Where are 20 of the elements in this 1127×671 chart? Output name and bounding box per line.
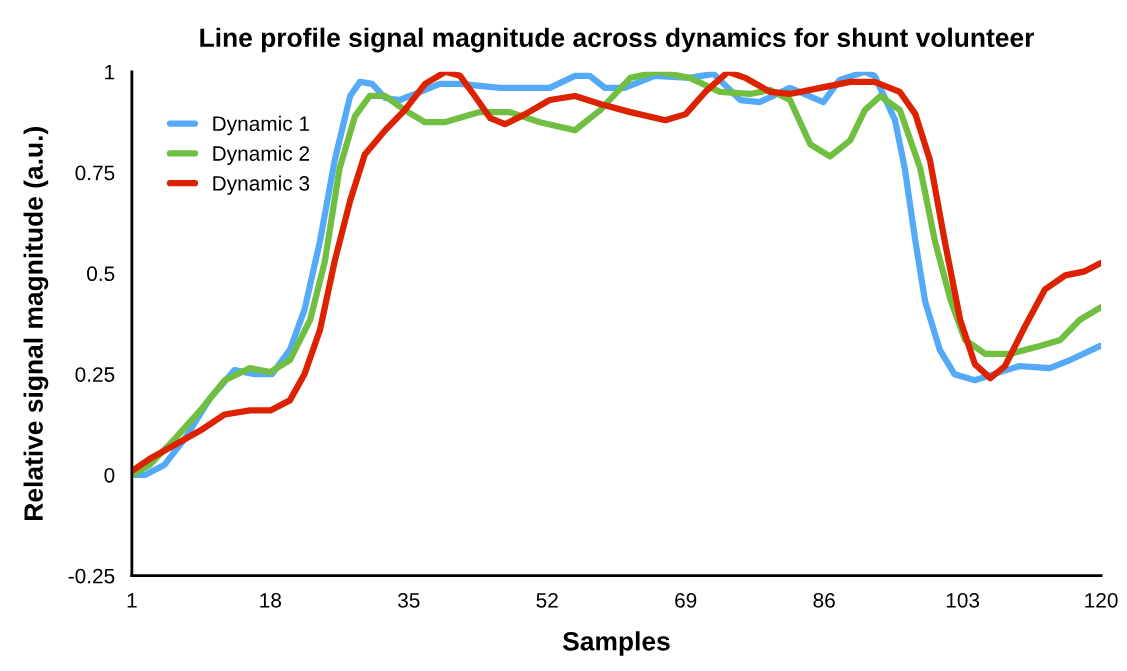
x-tick-label: 35 xyxy=(397,592,420,608)
x-tick-label: 52 xyxy=(536,592,558,608)
y-tick-label: 0.5 xyxy=(87,266,115,282)
y-tick-label: 1 xyxy=(105,65,115,80)
x-axis-title: Samples xyxy=(562,631,670,656)
x-tick-label: 86 xyxy=(813,592,835,608)
legend-label: Dynamic 3 xyxy=(213,175,310,195)
x-tick-label: 18 xyxy=(260,592,281,608)
y-tick-label: -0.25 xyxy=(68,568,115,584)
y-tick-label: 0.75 xyxy=(75,165,115,181)
legend-label: Dynamic 2 xyxy=(213,145,310,165)
x-tick-label: 120 xyxy=(1085,592,1118,608)
legend-label: Dynamic 1 xyxy=(213,115,310,136)
x-tick-label: 69 xyxy=(675,592,697,608)
y-tick-label: 0.25 xyxy=(75,367,115,382)
x-tick-label: 1 xyxy=(127,593,137,608)
x-tick-label: 103 xyxy=(946,592,980,608)
y-tick-label: 0 xyxy=(104,467,115,483)
chart-title: Line profile signal magnitude across dynamics for shunt volunteer xyxy=(200,27,1035,53)
y-axis-title: Relative signal magnitude (a.u.) xyxy=(23,127,49,520)
